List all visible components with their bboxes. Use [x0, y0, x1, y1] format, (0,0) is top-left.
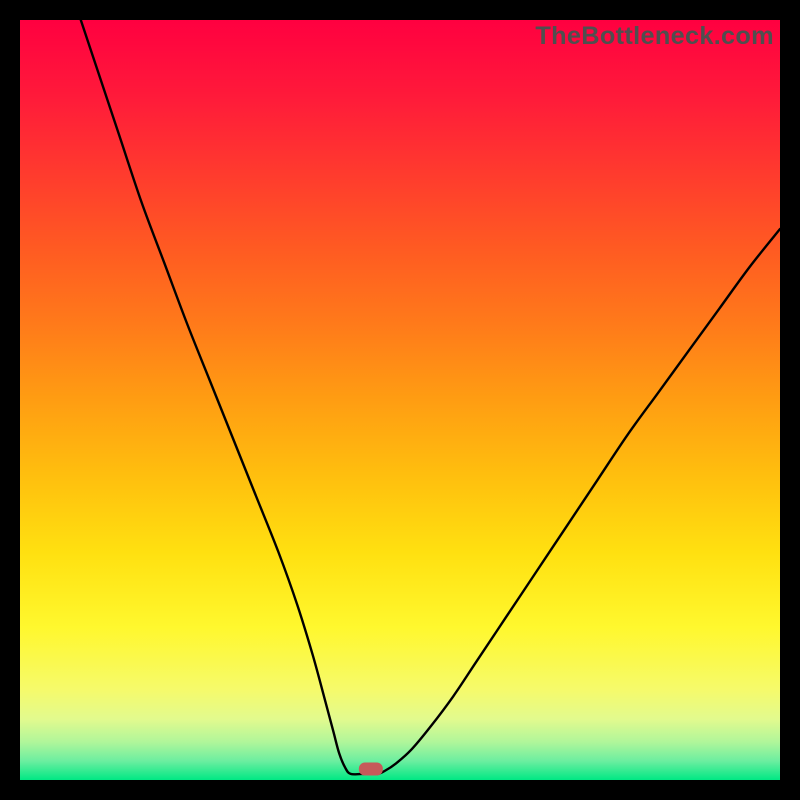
plot-area: TheBottleneck.com: [20, 20, 780, 780]
plot-frame: TheBottleneck.com: [0, 0, 800, 800]
minimum-marker: [359, 763, 383, 776]
curve-layer: [20, 20, 780, 780]
bottleneck-curve: [81, 20, 780, 774]
canvas: TheBottleneck.com: [0, 0, 800, 800]
